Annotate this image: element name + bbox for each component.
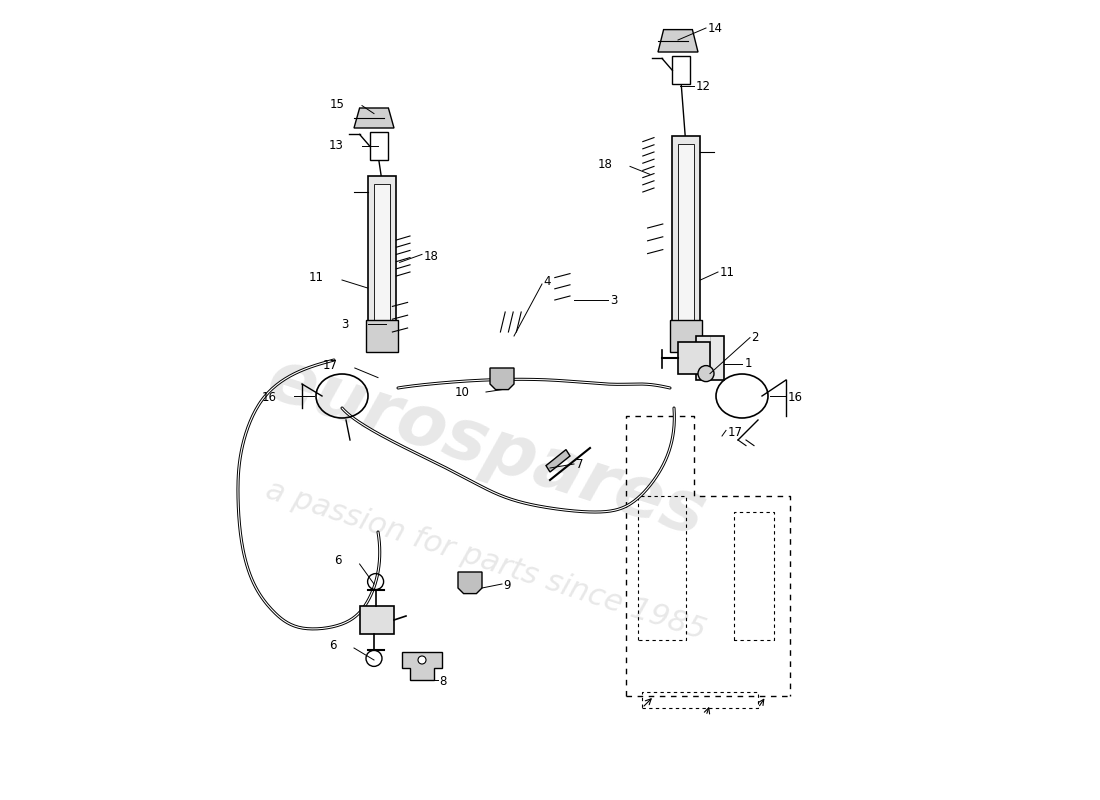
Polygon shape [374,184,390,344]
Polygon shape [366,320,398,352]
Text: 16: 16 [788,391,803,404]
Text: 13: 13 [329,139,343,152]
Text: 11: 11 [309,271,323,284]
Circle shape [418,656,426,664]
Polygon shape [672,56,690,84]
Polygon shape [670,320,702,352]
Text: 16: 16 [262,391,276,404]
Text: 18: 18 [424,250,439,262]
Polygon shape [458,572,482,594]
Text: a passion for parts since 1985: a passion for parts since 1985 [262,475,710,645]
Polygon shape [678,144,694,344]
Text: 11: 11 [719,266,735,278]
Text: 3: 3 [610,294,617,306]
Text: 4: 4 [543,275,551,288]
Polygon shape [367,176,396,352]
Text: 12: 12 [695,80,711,93]
Polygon shape [546,450,570,472]
Polygon shape [695,336,725,380]
Polygon shape [402,652,442,680]
Polygon shape [678,342,710,374]
Text: 17: 17 [727,426,742,438]
Text: 6: 6 [334,554,342,566]
Text: 1: 1 [745,358,752,370]
Text: 2: 2 [751,331,759,344]
Text: 8: 8 [440,675,447,688]
Polygon shape [658,30,698,52]
Polygon shape [370,132,387,160]
Text: 3: 3 [341,318,349,330]
Text: 14: 14 [707,22,723,34]
Text: 9: 9 [504,579,512,592]
Polygon shape [490,368,514,390]
Polygon shape [360,606,394,634]
Text: 7: 7 [575,458,583,470]
Text: 6: 6 [329,639,337,652]
Text: 15: 15 [330,98,344,110]
Text: 18: 18 [597,158,613,170]
Text: eurospares: eurospares [258,345,714,551]
Text: 17: 17 [322,359,338,372]
Polygon shape [672,136,701,352]
Circle shape [698,366,714,382]
Polygon shape [354,108,394,128]
Text: 10: 10 [455,386,470,398]
